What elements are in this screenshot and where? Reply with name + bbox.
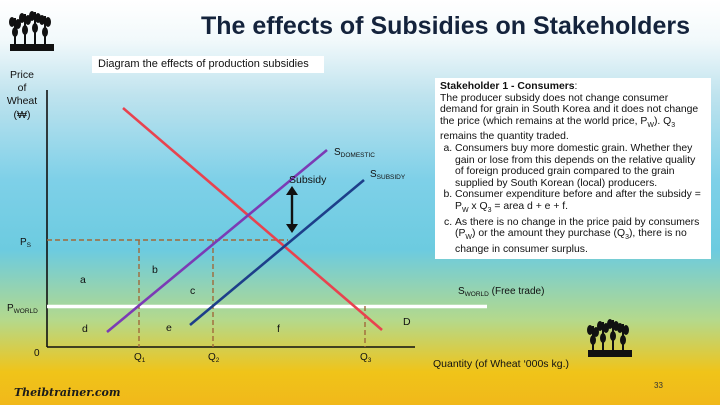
textbox-heading: Stakeholder 1 - Consumers xyxy=(440,81,575,92)
pworld-label: PWORLD xyxy=(7,303,38,315)
x-axis-label: Quantity (of Wheat ‘000s kg.) xyxy=(433,358,569,370)
list-item-c-text2: ) or the amount they purchase (Q xyxy=(472,228,626,240)
list-item-b-text: Consumer expenditure before and after th… xyxy=(455,189,701,213)
list-item-a-text: Consumers buy more domestic grain. Wheth… xyxy=(455,143,696,189)
list-item-c-text1: As there is no change in the price paid … xyxy=(455,216,700,240)
s-domestic-label: SDOMESTIC xyxy=(334,147,375,159)
list-item-c-sub1: W xyxy=(465,234,472,242)
q1-label: Q1 xyxy=(134,352,146,364)
textbox-list: Consumers buy more domestic grain. Wheth… xyxy=(440,143,706,256)
textbox-intro: Stakeholder 1 - Consumers: The producer … xyxy=(440,81,706,143)
wheat-icon xyxy=(9,11,54,51)
stakeholder-textbox: Stakeholder 1 - Consumers: The producer … xyxy=(435,78,711,259)
y-axis-label-line1: Price xyxy=(10,69,34,81)
intro-text-1: The producer subsidy does not change con… xyxy=(440,92,699,127)
y-axis-label-line3: Wheat xyxy=(7,95,37,107)
origin-label: 0 xyxy=(34,348,40,359)
subsidy-supply-curve xyxy=(189,179,365,326)
list-item: As there is no change in the price paid … xyxy=(455,217,706,256)
list-item-c-text3: ), there is no change in consumer surplu… xyxy=(455,228,687,255)
demand-curve xyxy=(122,107,383,331)
area-a-label: a xyxy=(80,274,86,286)
y-axis-label-line2: of xyxy=(18,82,27,94)
page-number: 33 xyxy=(654,381,663,390)
q2-label: Q2 xyxy=(208,352,220,364)
intro-sub-1: W xyxy=(647,121,654,129)
intro-sub-2: 3 xyxy=(671,121,676,129)
s-world-label: SWORLD (Free trade) xyxy=(458,286,544,298)
area-c-label: c xyxy=(190,285,195,297)
list-item: Consumer expenditure before and after th… xyxy=(455,189,706,216)
subsidy-label: Subsidy xyxy=(289,174,327,186)
wheat-icon xyxy=(587,319,632,357)
list-item: Consumers buy more domestic grain. Wheth… xyxy=(455,143,706,189)
area-e-label: e xyxy=(166,322,172,334)
area-b-label: b xyxy=(152,264,158,276)
area-f-label: f xyxy=(277,323,280,335)
y-axis-label-line4: (₩) xyxy=(14,109,31,121)
textbox-heading-colon: : xyxy=(574,81,578,92)
demand-label: D xyxy=(403,316,411,328)
q3-label: Q3 xyxy=(360,352,372,364)
list-item-c-sub2: 3 xyxy=(625,234,629,242)
intro-text-2: ). Q xyxy=(653,115,672,127)
list-item-b-sub2: 3 xyxy=(487,207,492,215)
domestic-supply-curve xyxy=(106,148,328,334)
brand-logo: Theibtrainer.com xyxy=(14,386,121,399)
list-item-b-end: = area d + e + f. xyxy=(491,201,569,213)
intro-text-3: remains the quantity traded. xyxy=(440,131,569,143)
ps-label: PS xyxy=(20,237,32,249)
page-title: The effects of Subsidies on Stakeholders xyxy=(200,12,690,40)
list-item-b-sub1: W xyxy=(461,207,469,215)
list-item-b-mid: x Q xyxy=(468,201,488,213)
s-subsidy-label: SSUBSIDY xyxy=(370,169,406,181)
area-d-label: d xyxy=(82,323,88,335)
diagram-caption: Diagram the effects of production subsid… xyxy=(92,56,324,73)
subsidy-arrow xyxy=(286,186,298,233)
